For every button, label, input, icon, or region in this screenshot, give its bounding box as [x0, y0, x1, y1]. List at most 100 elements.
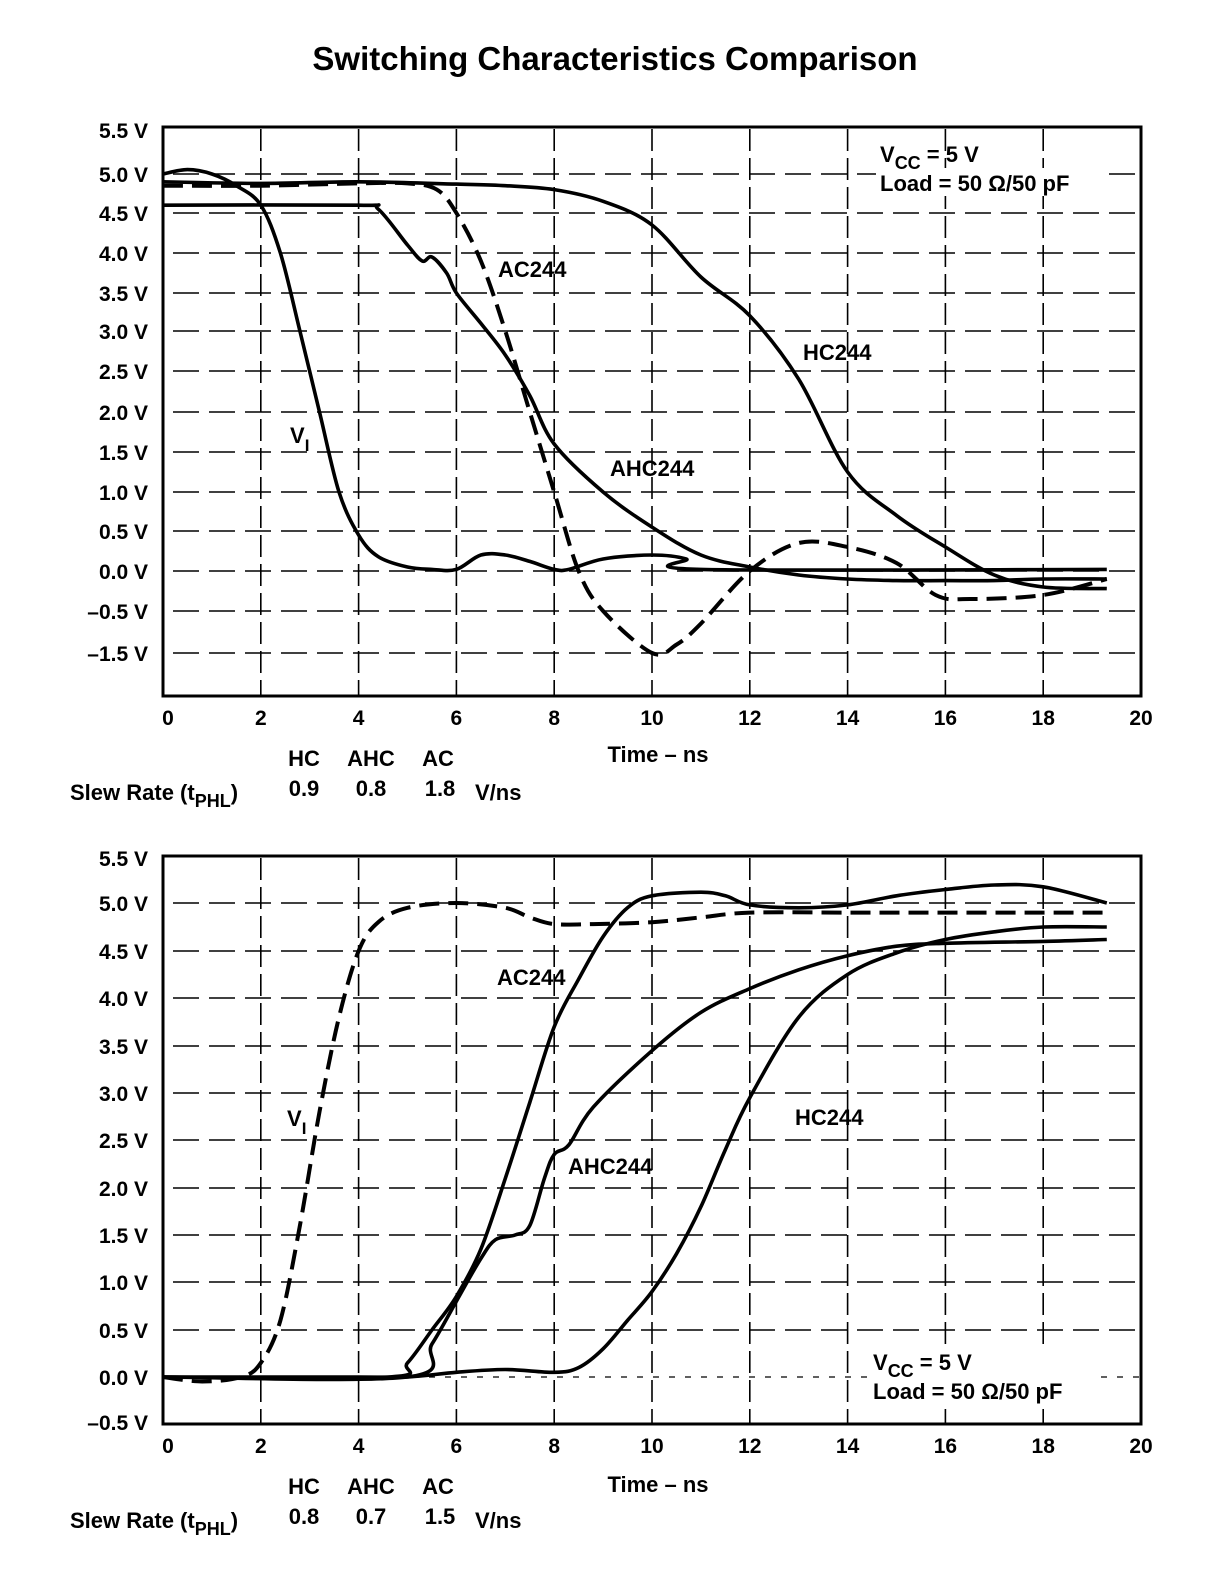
- y-tick-label: 2.0 V: [99, 402, 148, 425]
- slew-value-ahc: 0.8: [356, 776, 387, 801]
- x-tick-label: 6: [451, 707, 463, 730]
- series-label-ahc244: AHC244: [568, 1154, 653, 1179]
- series-label-main: V: [290, 423, 305, 448]
- annotation-sub: CC: [895, 153, 921, 173]
- y-tick-label: 3.0 V: [99, 321, 148, 344]
- slew-header-ac: AC: [422, 746, 454, 771]
- series-line-hc244: [163, 924, 1107, 1380]
- slew-label-main: Slew Rate (t: [70, 780, 195, 805]
- y-tick-label: 3.0 V: [99, 1083, 148, 1106]
- slew-rate-label: Slew Rate (tPHL): [70, 1508, 238, 1539]
- annotation-load: Load = 50 Ω/50 pF: [880, 171, 1069, 196]
- x-tick-label: 6: [451, 1435, 463, 1458]
- x-tick-label: 12: [738, 707, 761, 730]
- x-tick-label: 18: [1032, 707, 1056, 730]
- y-tick-label: –0.5 V: [87, 1412, 148, 1435]
- annotation-v: V: [880, 142, 895, 167]
- annotation-bg: [869, 1348, 1101, 1378]
- x-tick-label: 0: [162, 1435, 174, 1458]
- series-line-vi: [162, 901, 1107, 1384]
- x-tick-label: 2: [255, 707, 267, 730]
- x-tick-label: 12: [738, 1435, 761, 1458]
- x-tick-label: 20: [1129, 1435, 1152, 1458]
- series-label-vi: VI: [287, 1106, 306, 1138]
- y-tick-label: 5.0 V: [99, 893, 148, 916]
- series-label-hc244: HC244: [803, 340, 872, 365]
- series-line-ac244: [162, 180, 1108, 657]
- y-tick-label: 2.5 V: [99, 1130, 148, 1153]
- series-label-ac244: AC244: [497, 965, 566, 990]
- series-line-ac244: [162, 882, 1108, 1380]
- plot-frame: [161, 854, 1143, 1426]
- series-label-hc244: HC244: [795, 1105, 864, 1130]
- x-tick-label: 14: [836, 707, 860, 730]
- series-line-ahc244: [162, 937, 1107, 1382]
- y-tick-label: 1.0 V: [99, 1272, 148, 1295]
- slew-header-hc: HC: [288, 746, 320, 771]
- x-tick-label: 0: [162, 707, 174, 730]
- slew-value-hc: 0.8: [289, 1504, 320, 1529]
- slew-header-ahc: AHC: [347, 1474, 395, 1499]
- annotation-bg: [869, 1376, 1099, 1404]
- x-tick-label: 4: [353, 1435, 365, 1458]
- x-tick-label: 8: [548, 707, 560, 730]
- chart-title: Switching Characteristics Comparison: [312, 40, 917, 77]
- y-tick-label: 0.0 V: [99, 561, 148, 584]
- y-tick-label: 4.0 V: [99, 988, 148, 1011]
- x-axis-label: Time – ns: [607, 742, 708, 767]
- slew-label-sub: PHL: [195, 1519, 231, 1539]
- x-tick-label: 16: [934, 707, 957, 730]
- slew-rate-label: Slew Rate (tPHL): [70, 780, 238, 811]
- chart-rising-edge: 5.5 V 5.0 V 4.5 V 4.0 V 3.5 V 3.0 V 2.5 V 2.0 V…: [70, 848, 1153, 1539]
- y-tick-label: 0.5 V: [99, 1320, 148, 1343]
- y-tick-label: 1.5 V: [99, 1225, 148, 1248]
- annotation-v: V: [873, 1350, 888, 1375]
- plot-frame: [161, 125, 1143, 698]
- series-line-ahc244: [162, 203, 1107, 583]
- slew-label-close: ): [231, 780, 238, 805]
- y-tick-label: 4.5 V: [99, 941, 148, 964]
- chart-falling-edge: 5.5 V 5.0 V 4.5 V 4.0 V 3.5 V 3.0 V 2.5 V 2.0 V…: [70, 120, 1153, 811]
- slew-label-close: ): [231, 1508, 238, 1533]
- y-tick-label: 4.5 V: [99, 203, 148, 226]
- y-tick-label: 1.5 V: [99, 442, 148, 465]
- series-label-ac244: AC244: [498, 257, 567, 282]
- y-tick-label: 3.5 V: [99, 283, 148, 306]
- annotation-bg: [876, 168, 1106, 196]
- y-tick-label: 5.5 V: [99, 848, 148, 871]
- y-tick-label: 0.0 V: [99, 1367, 148, 1390]
- x-tick-label: 2: [255, 1435, 267, 1458]
- y-tick-label: 2.0 V: [99, 1178, 148, 1201]
- annotation-load: Load = 50 Ω/50 pF: [873, 1379, 1062, 1404]
- x-tick-label: 10: [640, 1435, 663, 1458]
- annotation-vcc: VCC = 5 V: [880, 142, 979, 173]
- x-tick-label: 8: [548, 1435, 560, 1458]
- series-label-main: V: [287, 1106, 302, 1131]
- x-tick-label: 18: [1032, 1435, 1056, 1458]
- x-tick-label: 14: [836, 1435, 860, 1458]
- slew-header-hc: HC: [288, 1474, 320, 1499]
- series-label-ahc244: AHC244: [610, 456, 695, 481]
- y-tick-label: 1.0 V: [99, 482, 148, 505]
- x-axis-label: Time – ns: [607, 1472, 708, 1497]
- slew-label-sub: PHL: [195, 791, 231, 811]
- annotation-sub: CC: [888, 1361, 914, 1381]
- slew-value-ahc: 0.7: [356, 1504, 387, 1529]
- slew-header-ahc: AHC: [347, 746, 395, 771]
- series-label-vi: VI: [290, 423, 309, 455]
- slew-header-ac: AC: [422, 1474, 454, 1499]
- x-tick-label: 16: [934, 1435, 957, 1458]
- series-label-sub: I: [302, 1119, 307, 1138]
- slew-unit: V/ns: [475, 1508, 521, 1533]
- y-tick-label: 0.5 V: [99, 521, 148, 544]
- series-label-sub: I: [305, 436, 310, 455]
- y-tick-label: –1.5 V: [87, 643, 148, 666]
- y-tick-label: 4.0 V: [99, 243, 148, 266]
- series-line-hc244: [162, 179, 1107, 591]
- slew-value-hc: 0.9: [289, 776, 320, 801]
- annotation-rest: = 5 V: [921, 142, 979, 167]
- annotation-vcc: VCC = 5 V: [873, 1350, 972, 1381]
- x-tick-label: 20: [1129, 707, 1152, 730]
- x-tick-label: 4: [353, 707, 365, 730]
